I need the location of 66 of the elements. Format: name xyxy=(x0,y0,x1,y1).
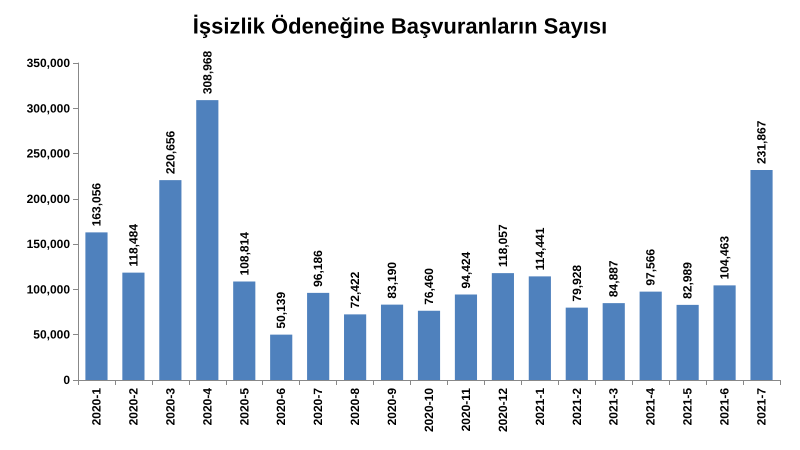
x-tick-label: 2021-6 xyxy=(718,388,732,426)
y-tick-label: 50,000 xyxy=(33,328,70,342)
bar xyxy=(380,304,404,380)
x-tick-label: 2021-7 xyxy=(754,388,769,426)
x-tick-label: 2021-2 xyxy=(570,388,584,426)
data-label: 231,867 xyxy=(754,120,769,164)
x-tick-label: 2020-4 xyxy=(200,388,214,426)
x-tick-label: 2020-10 xyxy=(422,388,436,432)
data-label: 97,566 xyxy=(644,248,658,286)
bar xyxy=(492,273,514,380)
y-tick-label: 300,000 xyxy=(26,101,70,116)
y-tick-label: 250,000 xyxy=(26,146,70,161)
x-tick-label: 2021-5 xyxy=(680,388,695,426)
bar xyxy=(713,285,736,380)
bar xyxy=(418,310,440,380)
x-tick-label: 2020-8 xyxy=(348,388,362,426)
bar xyxy=(344,314,366,380)
bar xyxy=(640,292,662,380)
data-label: 72,422 xyxy=(348,271,362,308)
bar xyxy=(85,232,108,380)
bar xyxy=(159,180,182,380)
x-tick-label: 2020-7 xyxy=(311,388,326,426)
y-tick-label: 200,000 xyxy=(26,192,70,206)
data-label: 308,968 xyxy=(200,50,214,94)
data-label: 118,484 xyxy=(126,224,140,267)
x-tick-label: 2020-11 xyxy=(458,388,473,432)
data-label: 82,989 xyxy=(680,262,695,299)
data-label: 79,928 xyxy=(570,264,584,302)
x-tick-label: 2020-6 xyxy=(274,388,288,426)
bar xyxy=(602,303,625,380)
data-label: 83,190 xyxy=(385,262,400,299)
x-tick-label: 2020-5 xyxy=(237,388,252,426)
y-tick-label: 150,000 xyxy=(26,237,70,252)
bar xyxy=(676,304,699,380)
bar xyxy=(528,276,551,380)
x-tick-label: 2021-1 xyxy=(532,388,547,426)
bar xyxy=(122,272,145,380)
bar xyxy=(270,334,292,380)
data-label: 76,460 xyxy=(422,268,436,305)
bar xyxy=(750,170,773,380)
bar xyxy=(566,308,588,380)
bar xyxy=(196,100,218,380)
x-tick-label: 2021-3 xyxy=(606,388,621,426)
data-label: 163,056 xyxy=(89,182,104,226)
x-tick-label: 2020-3 xyxy=(163,388,178,426)
x-tick-label: 2020-12 xyxy=(496,388,510,432)
data-label: 108,814 xyxy=(237,232,252,276)
data-label: 94,424 xyxy=(458,251,473,288)
bar xyxy=(454,294,478,380)
data-label: 114,441 xyxy=(532,227,547,270)
x-tick-label: 2021-4 xyxy=(644,388,658,426)
data-label: 84,887 xyxy=(606,260,621,298)
bar xyxy=(307,292,330,380)
data-label: 50,139 xyxy=(274,292,288,329)
y-tick-label: 350,000 xyxy=(26,56,70,70)
bar xyxy=(233,281,256,380)
data-label: 220,656 xyxy=(163,130,178,174)
x-tick-label: 2020-9 xyxy=(385,388,400,426)
y-tick-label: 0 xyxy=(63,373,70,387)
x-tick-label: 2020-1 xyxy=(89,388,104,426)
data-label: 104,463 xyxy=(718,236,732,280)
data-label: 96,186 xyxy=(311,250,326,287)
chart-title: İşsizlik Ödeneğine Başvuranların Sayısı xyxy=(192,14,608,38)
x-tick-label: 2020-2 xyxy=(126,388,140,426)
data-label: 118,057 xyxy=(496,224,510,268)
y-tick-label: 100,000 xyxy=(26,282,70,296)
